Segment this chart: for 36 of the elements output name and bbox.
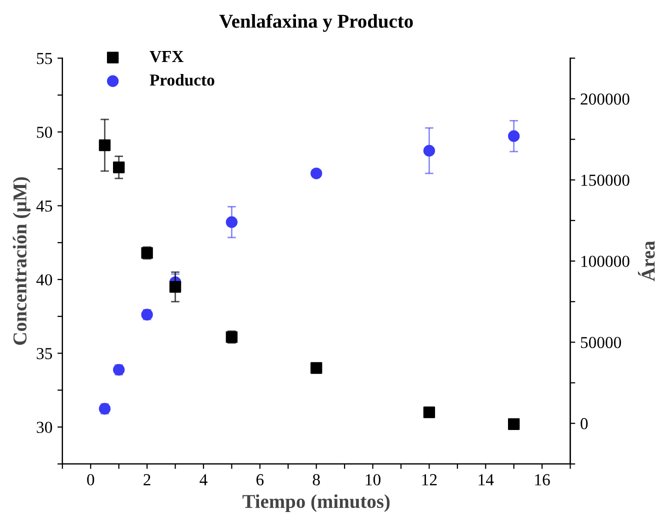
x-tick-label: 0 [87, 474, 94, 486]
point [508, 418, 520, 430]
point [508, 130, 520, 142]
y2-tick-label: 100000 [581, 256, 630, 268]
legend-label: Producto [150, 74, 214, 86]
x-tick-label: 8 [312, 474, 320, 486]
x-tick-label: 16 [535, 474, 550, 486]
point [98, 139, 111, 152]
x-tick-label: 10 [366, 474, 380, 486]
point [113, 162, 125, 174]
y2-tick-label: 0 [580, 418, 588, 430]
y-tick-label: 45 [36, 200, 52, 212]
x-tick-label: 12 [422, 474, 437, 486]
point [226, 216, 238, 228]
y-tick-label: 40 [36, 274, 52, 286]
point [423, 144, 436, 157]
y2-tick-label: 150000 [581, 174, 630, 186]
y-tick-label: 55 [36, 53, 52, 64]
x-tick-label: 2 [144, 474, 150, 486]
x-tick-label: 6 [256, 474, 264, 486]
chart-title: Venlafaxina y Producto [219, 14, 413, 32]
y-tick-label: 50 [36, 126, 52, 138]
point [310, 362, 322, 374]
y-axis-title: Concentración (µM) [12, 177, 30, 345]
point [310, 168, 322, 180]
point [169, 281, 182, 293]
y-tick-label: 30 [36, 422, 52, 433]
point [423, 406, 436, 418]
legend-label: VFX [150, 51, 184, 62]
x-tick-label: 14 [478, 474, 494, 486]
x-tick-label: 4 [200, 474, 208, 486]
x-axis-title: Tiempo (minutos) [242, 494, 390, 512]
y2-tick-label: 200000 [580, 93, 630, 105]
y2-tick-label: 50000 [580, 336, 622, 348]
y-tick-label: 35 [36, 348, 52, 360]
y2-axis-title: Área [638, 241, 655, 282]
